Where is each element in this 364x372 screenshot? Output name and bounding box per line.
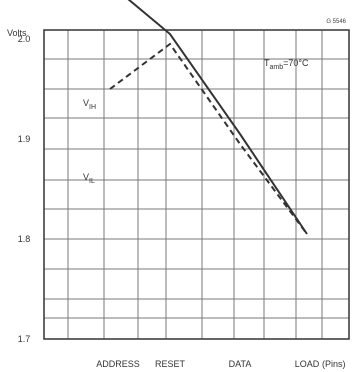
annotation-value: =70°C	[283, 58, 309, 68]
series-label: VIL	[83, 172, 95, 185]
temperature-annotation: Tamb=70°C	[264, 58, 309, 71]
x-tick-label: LOAD	[295, 359, 320, 369]
y-axis-label: Volts	[7, 28, 27, 38]
x-tick-labels: ADDRESS RESET DATA LOAD	[96, 359, 320, 369]
grid	[44, 30, 349, 339]
x-tick-label: RESET	[155, 359, 186, 369]
plot-frame	[43, 29, 350, 340]
figure-code: G 5546	[326, 19, 346, 25]
series-line-vih	[127, 0, 308, 235]
annotation-sub: amb	[270, 64, 284, 71]
svg-text:Tamb=70°C: Tamb=70°C	[264, 58, 309, 71]
annotation-main: T	[264, 58, 270, 68]
x-axis-unit: (Pins)	[322, 359, 346, 369]
x-tick-label: ADDRESS	[96, 359, 140, 369]
series-labels: VIH VIL	[83, 98, 96, 185]
y-tick-label: 1.8	[18, 234, 31, 244]
x-tick-label: DATA	[229, 359, 252, 369]
y-tick-label: 2.0	[18, 34, 31, 44]
series-label: VIH	[83, 98, 96, 111]
y-tick-label: 1.7	[18, 334, 31, 344]
series-line-vil	[109, 42, 308, 235]
y-tick-labels: 2.12.01.91.81.7	[18, 34, 31, 344]
y-tick-label: 1.9	[18, 134, 31, 144]
series-lines	[109, 0, 308, 235]
